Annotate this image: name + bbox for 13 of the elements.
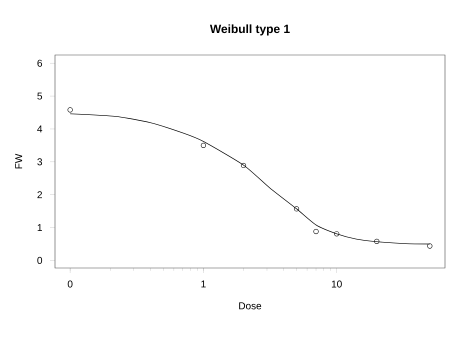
x-tick-label: 0 — [68, 280, 73, 288]
y-tick-label: 3 — [37, 158, 42, 166]
y-tick-label: 1 — [38, 224, 42, 231]
chart-title: Weibull type 1 — [210, 24, 290, 36]
x-axis-title: Dose — [239, 302, 262, 310]
y-tick-label: 6 — [37, 60, 42, 67]
y-tick-label: 5 — [37, 92, 42, 100]
y-tick-label: 2 — [37, 191, 42, 198]
y-axis-title: FW — [15, 154, 22, 168]
x-tick-label: 10 — [332, 280, 342, 288]
x-tick-label: 1 — [201, 280, 206, 288]
y-tick-label: 4 — [37, 126, 42, 132]
y-tick-label: 0 — [37, 256, 42, 264]
